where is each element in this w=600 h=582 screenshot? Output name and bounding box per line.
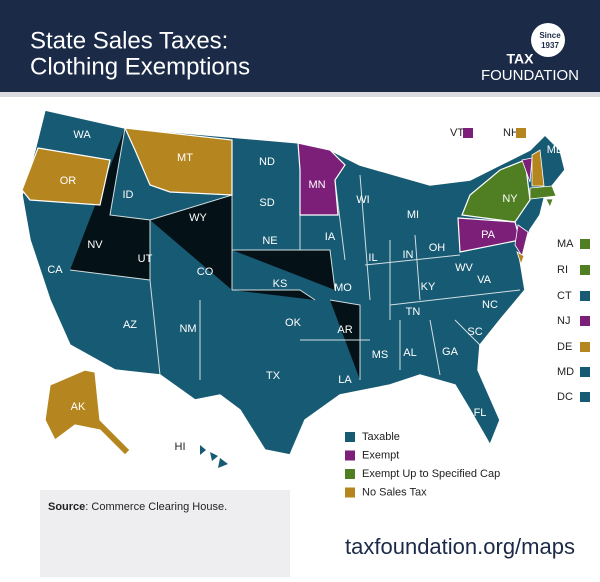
state-label: ID <box>123 189 134 201</box>
title: State Sales Taxes: <box>30 27 228 54</box>
state-label: FL <box>474 407 487 419</box>
legend-label: Exempt <box>362 449 399 461</box>
state-label: MO <box>334 282 352 294</box>
header-band <box>0 0 600 92</box>
small-state-swatch <box>580 392 590 402</box>
state-label: UT <box>138 253 153 265</box>
legend-swatch <box>345 487 355 498</box>
logo-text: FOUNDATION <box>481 67 579 84</box>
state-label: NC <box>482 299 498 311</box>
state-label: NV <box>87 239 103 251</box>
state-label: OR <box>60 175 77 187</box>
state-label: KS <box>273 278 288 290</box>
state-label: NE <box>262 235 277 247</box>
state-label: HI <box>175 441 186 453</box>
small-state-label: VT <box>450 127 464 139</box>
state-label: TX <box>266 370 281 382</box>
state-label: MS <box>372 349 389 361</box>
state-label: OH <box>429 242 446 254</box>
state-label: OK <box>285 317 302 329</box>
state-shape <box>531 149 545 187</box>
small-state-label: NJ <box>557 315 570 327</box>
small-state-label: CT <box>557 290 572 302</box>
small-state-swatch <box>463 128 473 138</box>
state-shape <box>516 251 525 266</box>
state-label: SC <box>467 326 482 338</box>
legend-swatch <box>345 432 355 442</box>
source: Source: Commerce Clearing House. <box>48 501 227 513</box>
legend-label: Exempt Up to Specified Cap <box>362 468 500 480</box>
small-state-label: MD <box>557 366 574 378</box>
state-shape <box>21 147 111 206</box>
state-label: WY <box>189 212 207 224</box>
state-label: CO <box>197 266 214 278</box>
small-state-swatch <box>580 265 590 275</box>
small-state-label: NH <box>503 127 519 139</box>
small-state-swatch <box>580 367 590 377</box>
state-label: PA <box>481 229 496 241</box>
state-label: KY <box>421 281 436 293</box>
state-shape <box>545 198 554 208</box>
state-label: WA <box>73 129 91 141</box>
state-shape <box>44 369 131 456</box>
source-box <box>40 490 290 577</box>
small-state-label: DC <box>557 391 573 403</box>
state-shape <box>529 185 557 200</box>
small-state-swatch <box>580 239 590 249</box>
small-state-swatch <box>580 316 590 326</box>
state-label: WV <box>455 262 473 274</box>
state-label: VA <box>477 274 492 286</box>
hi-island <box>200 445 206 455</box>
legend-swatch <box>345 469 355 479</box>
state-label: SD <box>259 197 274 209</box>
state-shape <box>297 142 346 216</box>
state-shape <box>124 127 233 196</box>
small-state-swatch <box>516 128 526 138</box>
small-state-label: DE <box>557 341 572 353</box>
legend-label: No Sales Tax <box>362 486 427 498</box>
state-label: ND <box>259 156 275 168</box>
legend-swatch <box>345 450 355 461</box>
source-text: : Commerce Clearing House. <box>85 501 227 513</box>
state-label: AK <box>71 401 86 413</box>
state-label: WI <box>356 194 369 206</box>
state-label: GA <box>442 346 459 358</box>
state-label: IA <box>325 231 336 243</box>
state-shape <box>521 157 533 183</box>
source-label: Source <box>48 501 85 513</box>
hi-island <box>210 452 218 461</box>
small-state-label: MA <box>557 238 574 250</box>
logo-badge-text: 1937 <box>541 41 559 50</box>
state-label: NY <box>502 193 518 205</box>
small-state-swatch <box>580 291 590 301</box>
state-label: MN <box>308 179 325 191</box>
state-label: AL <box>403 347 416 359</box>
logo-badge <box>531 23 565 57</box>
state-label: IL <box>368 252 377 264</box>
header-rule <box>0 92 600 97</box>
state-label: CA <box>47 264 63 276</box>
state-label: TN <box>406 306 421 318</box>
title: Clothing Exemptions <box>30 53 250 80</box>
small-state-label: RI <box>557 264 568 276</box>
small-state-swatch <box>580 342 590 352</box>
logo-badge-text: Since <box>539 31 561 40</box>
hi-island <box>218 458 228 468</box>
state-label: AR <box>337 324 352 336</box>
state-label: MI <box>407 209 419 221</box>
state-label: MT <box>177 152 193 164</box>
state-label: AZ <box>123 319 137 331</box>
state-label: ME <box>547 144 564 156</box>
state-label: IN <box>403 249 414 261</box>
legend-label: Taxable <box>362 431 400 443</box>
state-label: NM <box>179 323 196 335</box>
url: taxfoundation.org/maps <box>345 534 575 559</box>
state-label: LA <box>338 374 352 386</box>
logo-text: TAX <box>507 51 535 67</box>
